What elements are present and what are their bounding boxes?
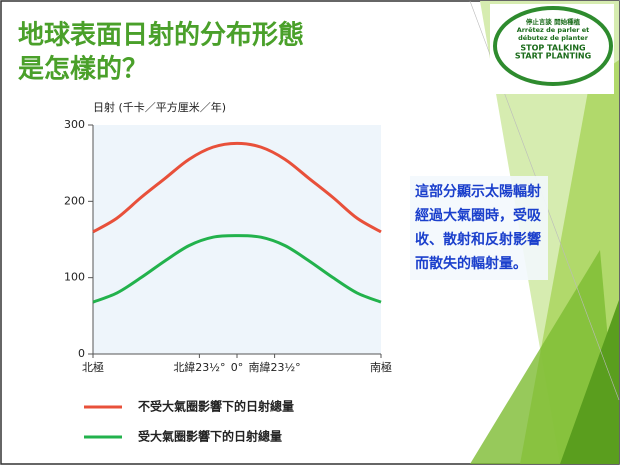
slide-title: 是怎樣的？ [18, 54, 148, 85]
x-tick-label: 0° [231, 361, 244, 374]
x-tick-label: 南緯23½° [249, 360, 301, 374]
series-line [92, 234, 382, 304]
logo-text: 停止言談 開始種植 [526, 17, 581, 26]
annotation: 而散失的輻射量。 [415, 255, 527, 272]
plot-area [93, 125, 381, 354]
annotation: 收、散射和反射影響 [415, 231, 541, 248]
series-line [92, 141, 382, 234]
y-tick-label: 0 [78, 347, 85, 360]
x-tick-label: 南極 [370, 360, 392, 374]
decor [560, 300, 619, 464]
legend-label: 受大氣圈影響下的日射總量 [138, 429, 282, 444]
x-tick-label: 北極 [82, 360, 104, 374]
annotation: 這部分顯示太陽輻射 [415, 183, 541, 200]
annotation: 經過大氣圈時，受吸 [415, 207, 542, 224]
annotation-box [410, 176, 548, 280]
y-tick-label: 200 [64, 194, 85, 207]
x-tick-label: 北緯23½° [173, 360, 225, 374]
logo-text: STOP TALKING [520, 44, 585, 53]
y-tick-label: 100 [64, 271, 85, 284]
legend-label: 不受大氣圈影響下的日射總量 [138, 399, 294, 414]
logo-text: Arrêtez de parler et [517, 26, 590, 34]
logo [493, 6, 613, 86]
logo-text: START PLANTING [515, 52, 591, 61]
y-tick-label: 300 [64, 118, 85, 131]
y-axis-label: 日射 (千卡／平方厘米／年) [93, 100, 226, 114]
logo-text: débutez de planter [518, 34, 589, 42]
slide-title: 地球表面日射的分布形態 [18, 20, 304, 51]
